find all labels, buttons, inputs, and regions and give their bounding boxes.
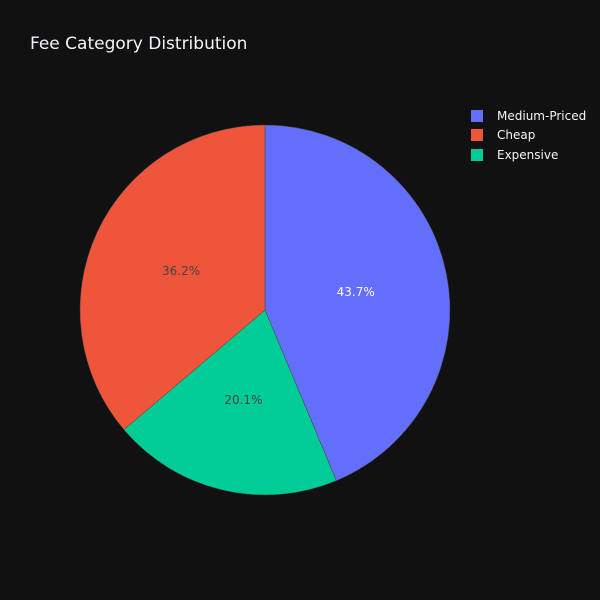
slice-label-expensive: 20.1% — [224, 393, 262, 407]
legend-item-cheap[interactable]: Cheap — [471, 126, 586, 146]
legend-swatch — [471, 129, 483, 142]
slice-label-medium-priced: 43.7% — [337, 285, 375, 299]
legend-item-expensive[interactable]: Expensive — [471, 145, 586, 165]
legend: Medium-Priced Cheap Expensive — [471, 106, 586, 165]
slice-label-cheap: 36.2% — [162, 264, 200, 278]
legend-item-medium-priced[interactable]: Medium-Priced — [471, 106, 586, 126]
pie-slice-cheap[interactable] — [79, 124, 266, 431]
legend-label: Medium-Priced — [497, 108, 587, 123]
legend-swatch — [471, 109, 483, 122]
pie-slice-medium-priced[interactable] — [264, 124, 451, 482]
pie-slice-expensive[interactable] — [123, 309, 337, 496]
legend-swatch — [471, 148, 483, 161]
chart-title: Fee Category Distribution — [30, 34, 248, 54]
legend-label: Expensive — [497, 147, 559, 162]
legend-label: Cheap — [497, 128, 536, 143]
